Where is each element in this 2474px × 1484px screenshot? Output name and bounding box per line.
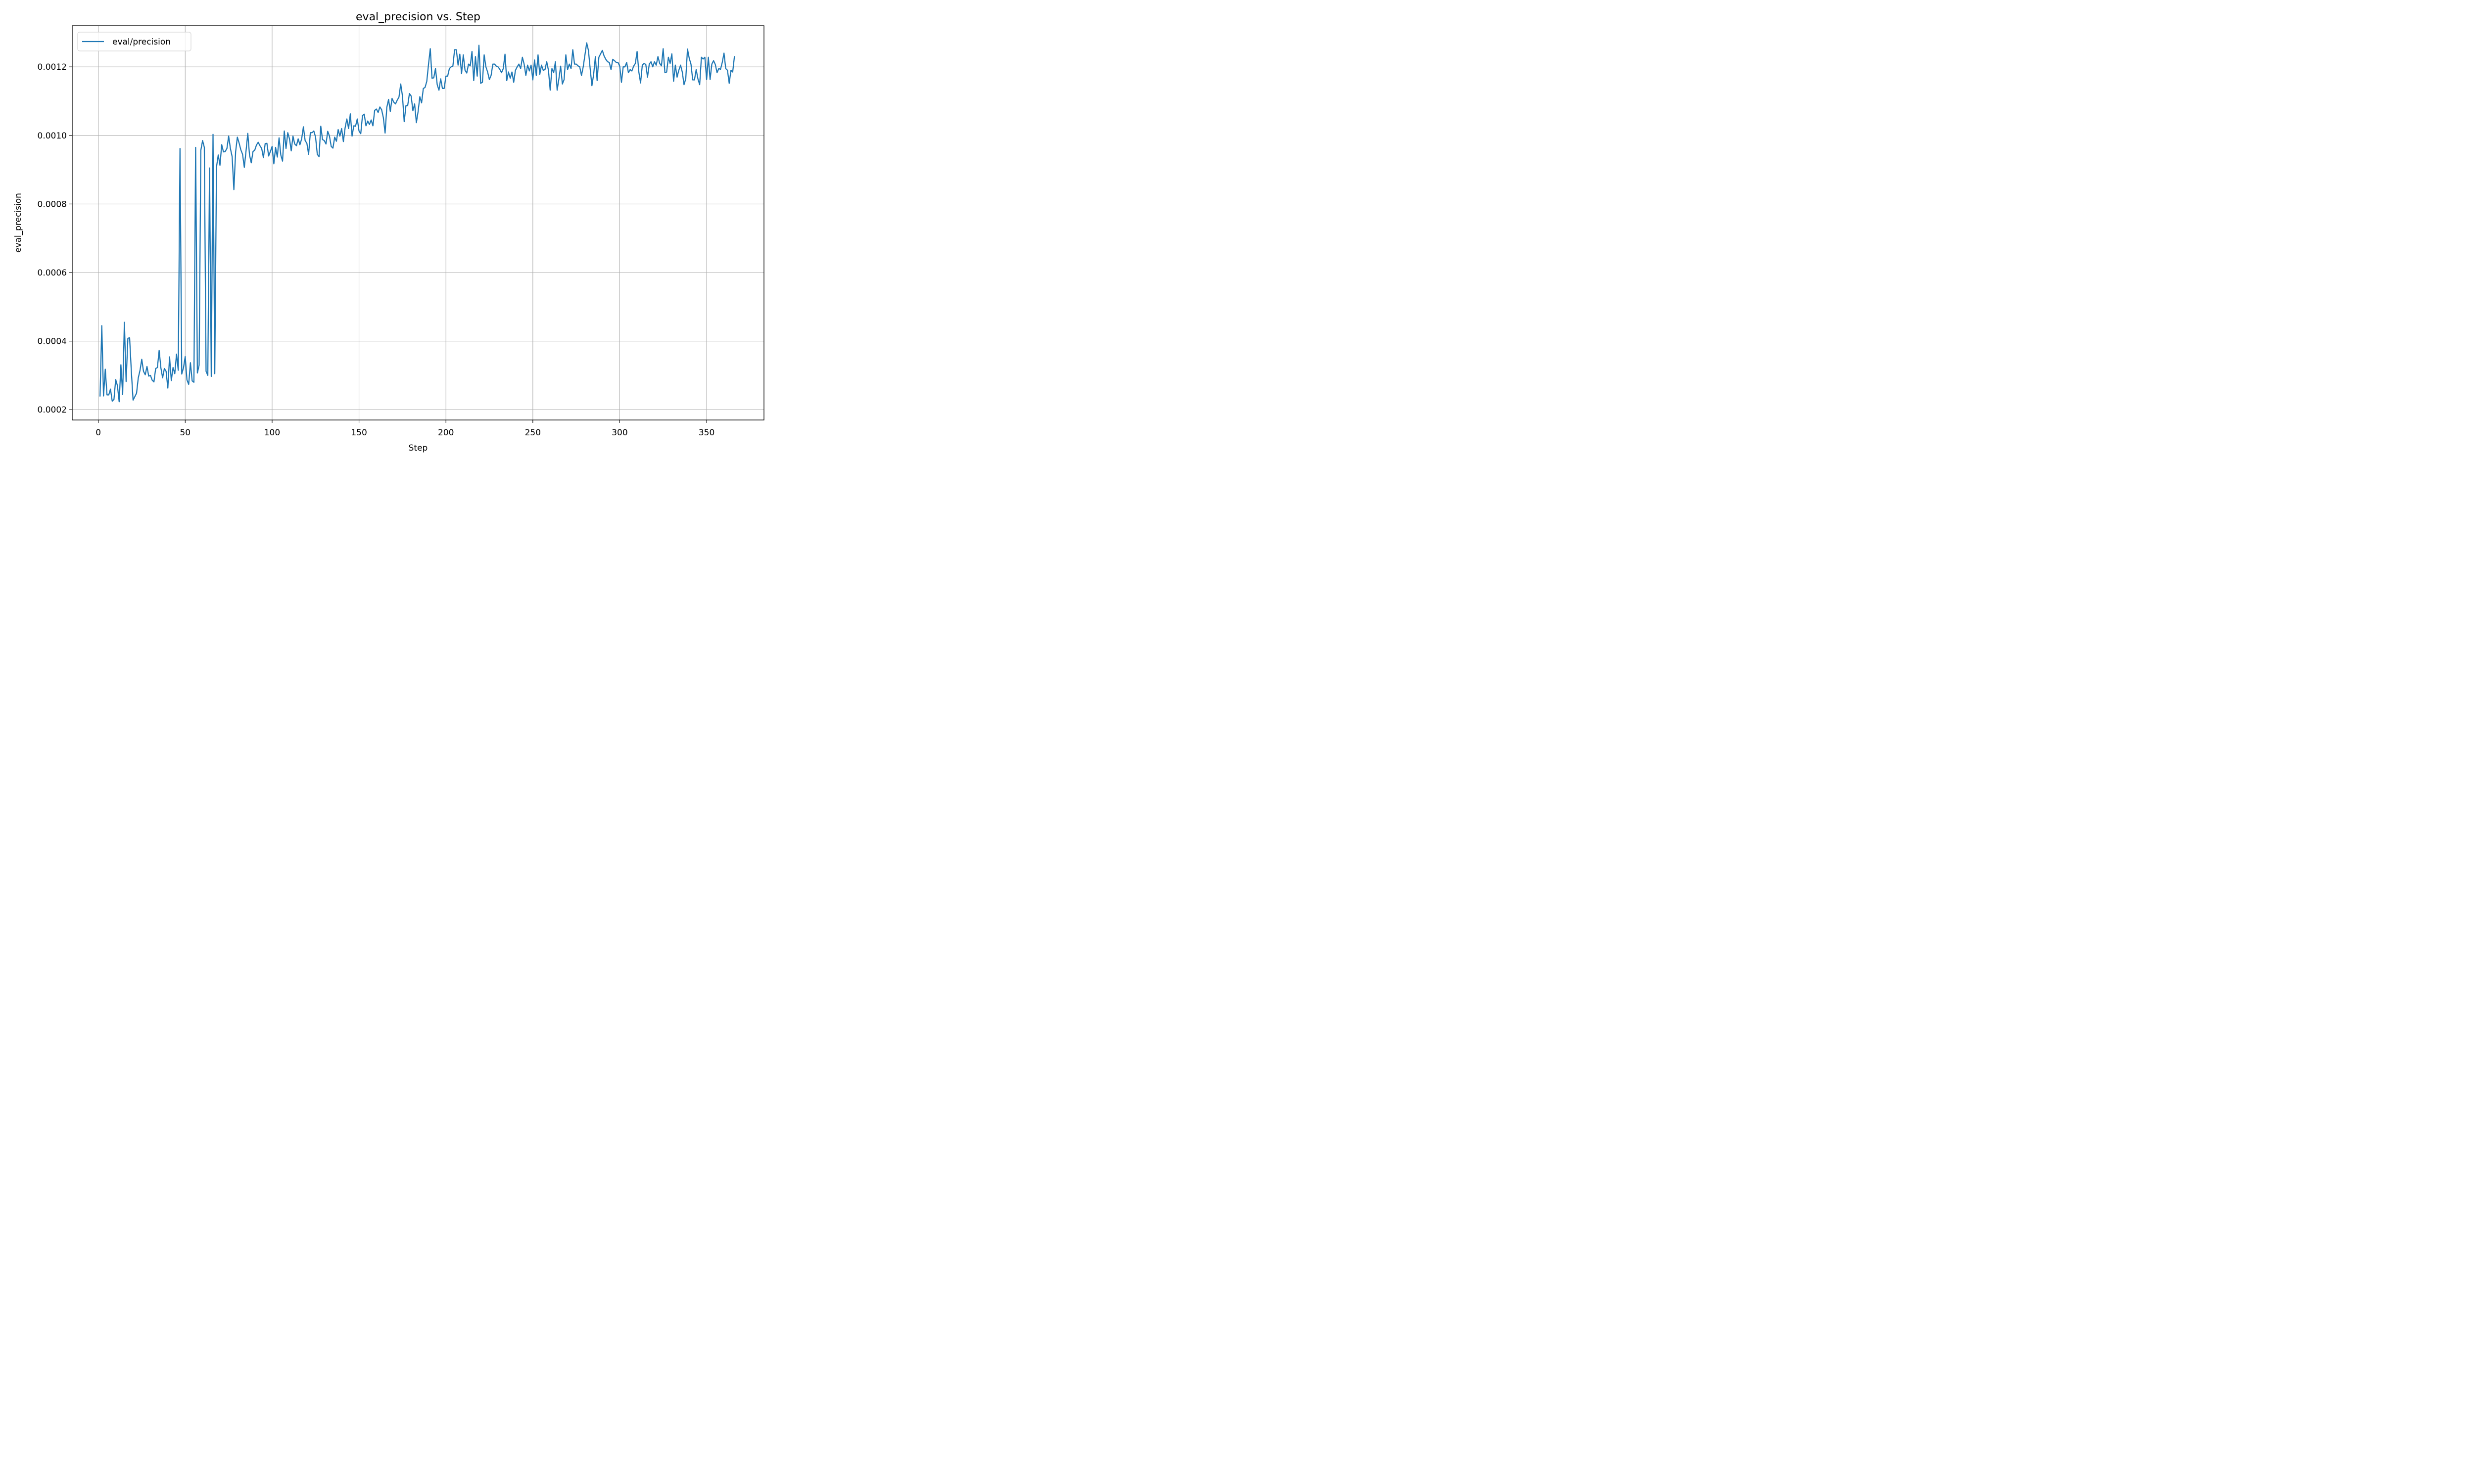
legend-label: eval/precision — [112, 37, 171, 47]
x-tick-label: 0 — [95, 428, 101, 438]
y-tick-label: 0.0004 — [38, 337, 67, 347]
x-axis-ticks: 0 50 100 150 200 250 300 350 — [95, 420, 714, 438]
x-tick-label: 300 — [612, 428, 627, 438]
y-tick-label: 0.0010 — [38, 131, 67, 141]
legend: eval/precision — [77, 32, 191, 51]
x-tick-label: 350 — [699, 428, 714, 438]
x-tick-label: 250 — [525, 428, 541, 438]
legend-box — [77, 32, 191, 51]
x-tick-label: 50 — [180, 428, 190, 438]
series-line — [99, 42, 735, 403]
chart: 0 50 100 150 200 250 300 350 0.0002 0.0004 0.0006… — [0, 0, 776, 465]
x-axis-label: Step — [409, 443, 428, 453]
y-tick-label: 0.0008 — [38, 199, 67, 209]
plot-frame — [72, 25, 764, 420]
chart-title: eval_precision vs. Step — [356, 11, 480, 23]
x-tick-label: 100 — [264, 428, 280, 438]
y-tick-label: 0.0006 — [38, 268, 67, 278]
x-tick-label: 200 — [438, 428, 454, 438]
y-tick-label: 0.0002 — [38, 405, 67, 415]
y-tick-label: 0.0012 — [38, 62, 67, 72]
x-tick-label: 150 — [351, 428, 367, 438]
series-layer — [99, 42, 735, 403]
y-axis-label: eval_precision — [13, 193, 23, 253]
figure-background — [0, 0, 776, 465]
y-axis-ticks: 0.0002 0.0004 0.0006 0.0008 0.0010 0.0012 — [38, 62, 72, 415]
